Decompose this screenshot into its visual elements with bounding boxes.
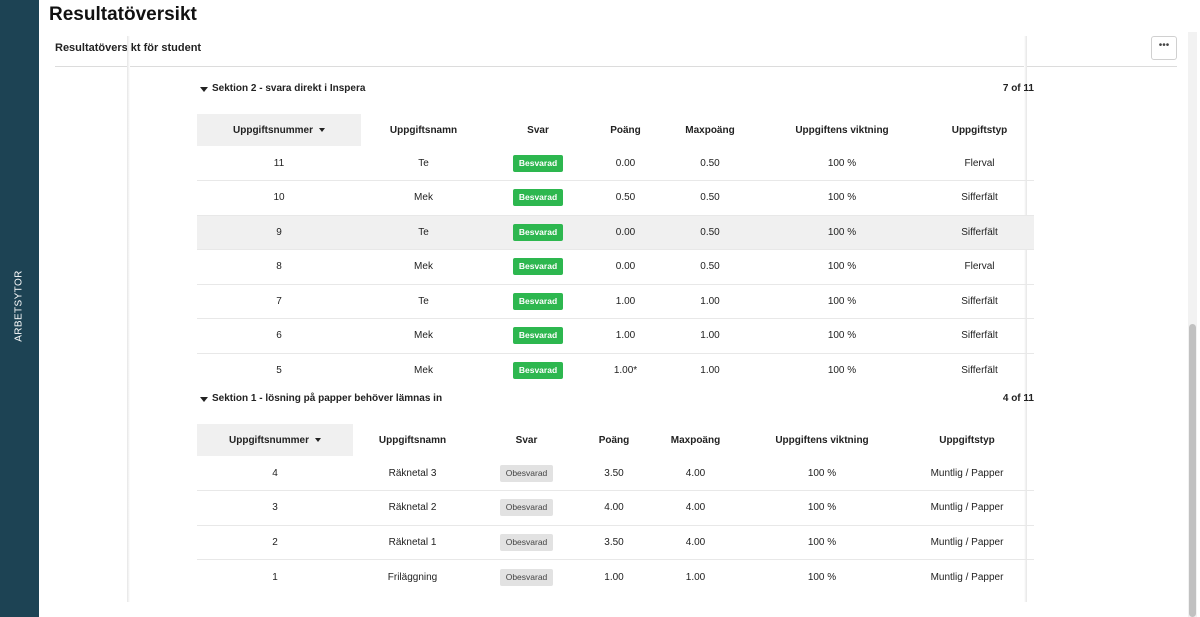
column-header-max-points[interactable]: Maxpoäng bbox=[670, 434, 721, 446]
column-header-task-name[interactable]: Uppgiftsnamn bbox=[378, 434, 447, 446]
table-row[interactable]: 10 Mek Besvarad 0.50 0.50 100 % Sifferfält bbox=[197, 180, 1034, 216]
status-badge: Besvarad bbox=[512, 223, 564, 241]
status-badge: Besvarad bbox=[512, 189, 564, 207]
more-options-button[interactable]: ••• bbox=[1151, 36, 1177, 60]
section-header[interactable]: Sektion 2 - svara direkt i Inspera 7 of … bbox=[197, 81, 1034, 101]
column-header-type[interactable]: Uppgiftstyp bbox=[951, 124, 1008, 136]
table-row[interactable]: 8 Mek Besvarad 0.00 0.50 100 % Flerval bbox=[197, 249, 1034, 285]
table-row[interactable]: 9 Te Besvarad 0.00 0.50 100 % Sifferfält bbox=[197, 215, 1034, 250]
sort-down-icon[interactable] bbox=[319, 127, 325, 132]
workspace-sidebar[interactable]: ARBETSYTOR bbox=[0, 0, 39, 617]
table-row[interactable]: 1 Friläggning Obesvarad 1.00 1.00 100 % Muntli… bbox=[197, 560, 1034, 595]
column-header-points[interactable]: Poäng bbox=[610, 124, 641, 136]
page-title: Resultatöversikt bbox=[49, 4, 197, 25]
content-edge-left bbox=[127, 36, 130, 602]
status-badge: Obesvarad bbox=[499, 568, 554, 586]
status-badge: Obesvarad bbox=[499, 533, 554, 551]
column-header-task-number[interactable]: Uppgiftsnummer bbox=[197, 114, 361, 146]
table-header-row: Uppgiftsnummer Uppgiftsnamn Svar Poäng M… bbox=[197, 114, 1034, 146]
vertical-scrollbar[interactable] bbox=[1188, 32, 1197, 617]
panel-header: Resultatöversikt för student ••• bbox=[55, 32, 1177, 67]
status-badge: Obesvarad bbox=[499, 464, 554, 482]
results-table: Uppgiftsnummer Uppgiftsnamn Svar Poäng M… bbox=[197, 114, 1034, 388]
sidebar-label[interactable]: ARBETSYTOR bbox=[13, 270, 25, 342]
table-row[interactable]: 3 Räknetal 2 Obesvarad 4.00 4.00 100 % Muntlig… bbox=[197, 490, 1034, 526]
column-header-type[interactable]: Uppgiftstyp bbox=[939, 434, 995, 446]
column-header-task-number[interactable]: Uppgiftsnummer bbox=[197, 424, 353, 456]
status-badge: Besvarad bbox=[512, 292, 564, 310]
status-badge: Obesvarad bbox=[499, 499, 554, 517]
table-row[interactable]: 7 Te Besvarad 1.00 1.00 100 % Sifferfält bbox=[197, 284, 1034, 319]
table-row[interactable]: 11 Te Besvarad 0.00 0.50 100 % Flerval bbox=[197, 146, 1034, 181]
status-badge: Besvarad bbox=[512, 362, 564, 379]
section-count: 4 of 11 bbox=[1002, 393, 1034, 404]
column-header-weight[interactable]: Uppgiftens viktning bbox=[775, 434, 869, 446]
column-header-points[interactable]: Poäng bbox=[598, 434, 630, 446]
caret-down-icon[interactable] bbox=[200, 397, 208, 402]
section-2: Sektion 2 - svara direkt i Inspera 7 of … bbox=[197, 81, 1034, 388]
status-badge: Besvarad bbox=[512, 258, 564, 276]
table-row[interactable]: 4 Räknetal 3 Obesvarad 3.50 4.00 100 % Muntlig… bbox=[197, 456, 1034, 491]
section-title[interactable]: Sektion 2 - svara direkt i Inspera bbox=[212, 83, 366, 94]
sort-down-icon[interactable] bbox=[315, 437, 321, 442]
section-title[interactable]: Sektion 1 - lösning på papper behöver lä… bbox=[212, 393, 443, 404]
column-header-answer[interactable]: Svar bbox=[527, 124, 549, 136]
caret-down-icon[interactable] bbox=[200, 87, 208, 92]
column-header-weight[interactable]: Uppgiftens viktning bbox=[795, 124, 889, 136]
results-table: Uppgiftsnummer Uppgiftsnamn Svar Poäng M… bbox=[197, 424, 1034, 594]
section-header[interactable]: Sektion 1 - lösning på papper behöver lä… bbox=[197, 391, 1034, 411]
section-count: 7 of 11 bbox=[1002, 83, 1034, 94]
status-badge: Besvarad bbox=[512, 154, 564, 172]
column-header-task-name[interactable]: Uppgiftsnamn bbox=[389, 124, 458, 136]
bottom-edge bbox=[39, 602, 1188, 617]
scrollbar-thumb[interactable] bbox=[1189, 324, 1196, 617]
table-header-row: Uppgiftsnummer Uppgiftsnamn Svar Poäng M… bbox=[197, 424, 1034, 456]
table-row[interactable]: 6 Mek Besvarad 1.00 1.00 100 % Sifferfält bbox=[197, 318, 1034, 354]
column-header-answer[interactable]: Svar bbox=[515, 434, 538, 446]
section-1: Sektion 1 - lösning på papper behöver lä… bbox=[197, 391, 1034, 594]
table-row[interactable]: 2 Räknetal 1 Obesvarad 3.50 4.00 100 % Muntlig… bbox=[197, 525, 1034, 560]
status-badge: Besvarad bbox=[512, 327, 564, 345]
column-header-max-points[interactable]: Maxpoäng bbox=[685, 124, 735, 136]
table-row[interactable]: 5 Mek Besvarad 1.00* 1.00 100 % Sifferfält bbox=[197, 353, 1034, 388]
